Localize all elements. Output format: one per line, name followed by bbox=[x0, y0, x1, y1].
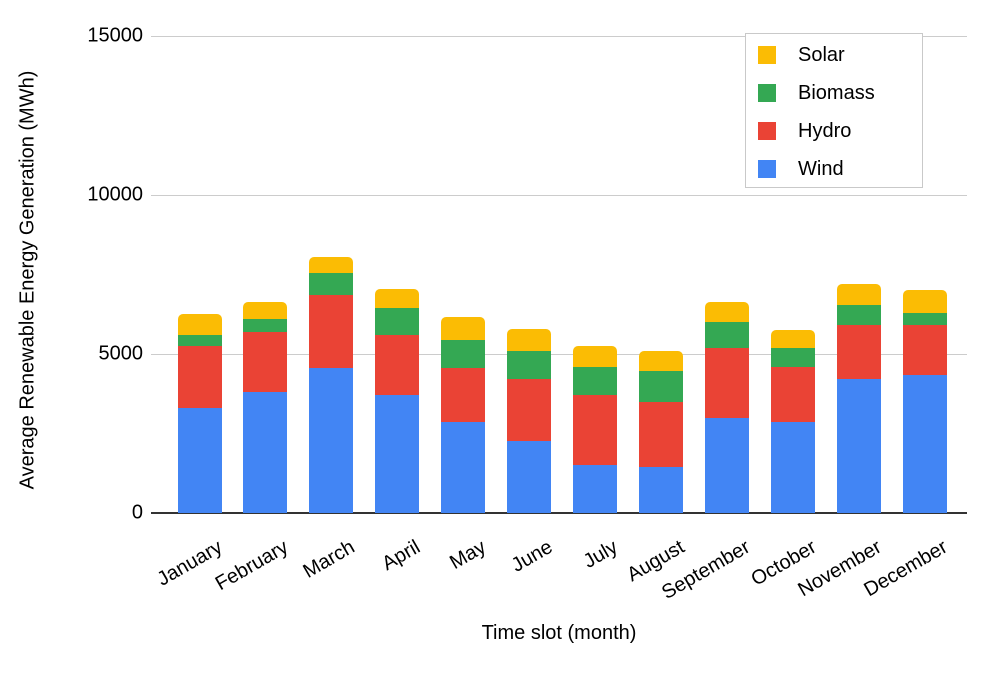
bar-segment-wind-june bbox=[507, 441, 551, 513]
bar-segment-wind-may bbox=[441, 422, 485, 513]
bar-segment-wind-april bbox=[375, 395, 419, 513]
bar-segment-solar-june bbox=[507, 329, 551, 351]
bar-segment-wind-march bbox=[309, 368, 353, 513]
bar-segment-biomass-april bbox=[375, 308, 419, 335]
bar-segment-biomass-august bbox=[639, 371, 683, 402]
x-tick-label-june: June bbox=[507, 536, 557, 577]
gridline-10000 bbox=[151, 195, 967, 196]
legend-label-wind: Wind bbox=[798, 157, 844, 180]
legend-swatch-wind-icon bbox=[758, 160, 776, 178]
y-tick-label-15000: 15000 bbox=[87, 24, 143, 47]
bar-segment-biomass-march bbox=[309, 273, 353, 295]
legend-item-biomass: Biomass bbox=[746, 74, 922, 112]
bar-segment-hydro-september bbox=[705, 348, 749, 418]
bar-segment-hydro-november bbox=[837, 325, 881, 379]
bar-segment-wind-january bbox=[178, 408, 222, 513]
bar-segment-biomass-february bbox=[243, 319, 287, 332]
bar-segment-wind-february bbox=[243, 392, 287, 513]
bar-segment-solar-january bbox=[178, 314, 222, 335]
bar-segment-wind-october bbox=[771, 422, 815, 513]
legend-swatch-hydro-icon bbox=[758, 122, 776, 140]
bar-segment-hydro-june bbox=[507, 379, 551, 441]
bar-segment-wind-august bbox=[639, 467, 683, 513]
x-tick-label-july: July bbox=[580, 536, 622, 573]
bar-segment-solar-november bbox=[837, 284, 881, 305]
bar-segment-hydro-december bbox=[903, 325, 947, 375]
bar-segment-wind-december bbox=[903, 375, 947, 513]
legend-item-hydro: Hydro bbox=[746, 112, 922, 150]
bar-segment-wind-july bbox=[573, 465, 617, 513]
bar-segment-biomass-may bbox=[441, 340, 485, 368]
x-tick-label-april: April bbox=[378, 536, 425, 576]
legend: Solar Biomass Hydro Wind bbox=[745, 33, 923, 188]
y-tick-label-10000: 10000 bbox=[87, 183, 143, 206]
bar-segment-biomass-july bbox=[573, 367, 617, 395]
bar-segment-solar-july bbox=[573, 346, 617, 367]
bar-segment-solar-april bbox=[375, 289, 419, 308]
legend-label-hydro: Hydro bbox=[798, 119, 852, 142]
bar-segment-hydro-july bbox=[573, 395, 617, 465]
bar-segment-biomass-june bbox=[507, 351, 551, 379]
y-tick-label-5000: 5000 bbox=[98, 342, 144, 365]
x-tick-label-may: May bbox=[446, 536, 491, 574]
bar-segment-biomass-january bbox=[178, 335, 222, 346]
bar-segment-solar-december bbox=[903, 290, 947, 313]
legend-label-biomass: Biomass bbox=[798, 81, 875, 104]
y-tick-label-0: 0 bbox=[131, 501, 143, 524]
legend-item-solar: Solar bbox=[746, 36, 922, 74]
bar-segment-solar-september bbox=[705, 302, 749, 322]
gridline-15000 bbox=[151, 36, 967, 37]
bar-segment-biomass-october bbox=[771, 348, 815, 367]
legend-label-solar: Solar bbox=[798, 43, 845, 66]
gridline-5000 bbox=[151, 354, 967, 355]
bar-segment-biomass-september bbox=[705, 322, 749, 348]
bar-segment-hydro-may bbox=[441, 368, 485, 422]
legend-swatch-biomass-icon bbox=[758, 84, 776, 102]
bar-segment-hydro-april bbox=[375, 335, 419, 395]
bar-segment-solar-march bbox=[309, 257, 353, 273]
x-axis-baseline bbox=[151, 512, 967, 514]
bar-segment-wind-september bbox=[705, 418, 749, 513]
bar-segment-hydro-january bbox=[178, 346, 222, 408]
bar-segment-solar-august bbox=[639, 351, 683, 371]
y-axis-title: Average Renewable Energy Generation (MWh… bbox=[16, 70, 39, 490]
legend-item-wind: Wind bbox=[746, 150, 922, 188]
legend-swatch-solar-icon bbox=[758, 46, 776, 64]
bar-segment-hydro-march bbox=[309, 295, 353, 368]
bar-segment-solar-october bbox=[771, 330, 815, 348]
bar-segment-hydro-august bbox=[639, 402, 683, 467]
bar-segment-solar-february bbox=[243, 302, 287, 319]
bar-segment-biomass-november bbox=[837, 305, 881, 325]
x-axis-title: Time slot (month) bbox=[481, 622, 637, 644]
x-tick-label-march: March bbox=[299, 536, 359, 583]
x-tick-label-february: February bbox=[212, 536, 293, 596]
bar-segment-hydro-october bbox=[771, 367, 815, 422]
bar-segment-solar-may bbox=[441, 317, 485, 340]
bar-segment-wind-november bbox=[837, 379, 881, 513]
bar-segment-biomass-december bbox=[903, 313, 947, 325]
bar-segment-hydro-february bbox=[243, 332, 287, 392]
